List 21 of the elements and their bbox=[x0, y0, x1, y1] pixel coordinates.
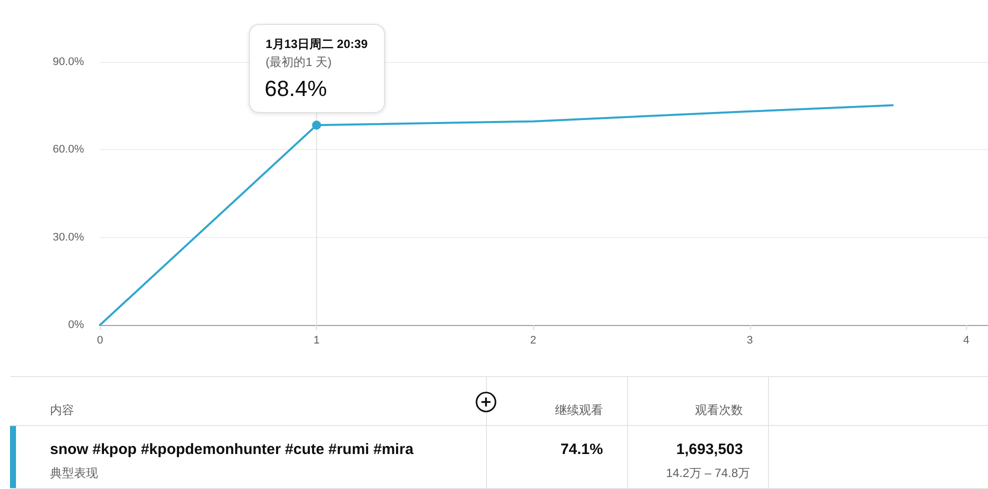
text: 74.1% bbox=[559, 440, 603, 460]
text: 1月13日周二 20:39 bbox=[266, 36, 368, 54]
x-tick-label: 3 bbox=[746, 334, 753, 346]
text: 14.2万 – 74.8万 bbox=[664, 465, 750, 482]
x-tick-label: 2 bbox=[530, 334, 536, 346]
text: 典型表现 bbox=[50, 465, 99, 482]
y-tick-label: 30.0% bbox=[52, 231, 84, 244]
annotation: (最初的1 天) bbox=[266, 54, 332, 72]
y-tick-label: 60.0% bbox=[52, 144, 84, 156]
line-series bbox=[99, 104, 894, 326]
y-tick-label: 0% bbox=[68, 319, 84, 331]
x-tick-label: 0 bbox=[96, 334, 104, 346]
text: 1,693,503 bbox=[675, 440, 743, 460]
y-tick-label: 90.0% bbox=[52, 56, 84, 68]
text: 继续观看 bbox=[554, 402, 603, 419]
x-tick-label: 1 bbox=[314, 334, 320, 346]
text: 观看次数 bbox=[694, 402, 743, 419]
x-tick-label: 4 bbox=[963, 334, 970, 346]
text: 内容 bbox=[50, 402, 75, 419]
text: snow #kpop #kpopdemonhunter #cute #rumi #mira bbox=[50, 440, 414, 460]
data-label: 68.4% bbox=[264, 75, 327, 104]
